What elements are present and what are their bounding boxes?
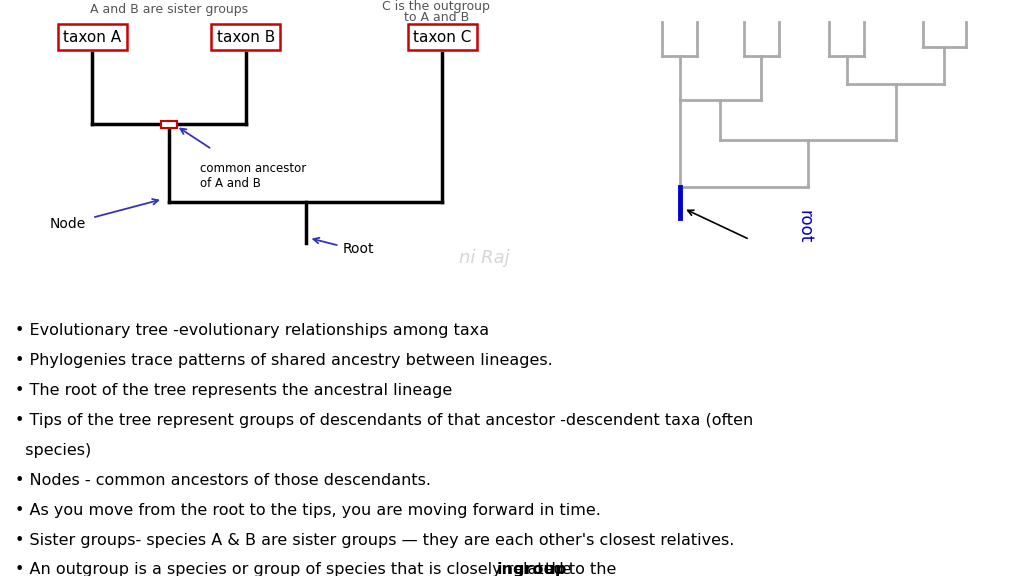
Text: • Nodes - common ancestors of those descendants.: • Nodes - common ancestors of those desc… [15,473,431,488]
Text: • Tips of the tree represent groups of descendants of that ancestor -descendent : • Tips of the tree represent groups of d… [15,413,754,428]
Text: • An outgroup is a species or group of species that is closely related to the: • An outgroup is a species or group of s… [15,563,622,576]
Text: • Sister groups- species A & B are sister groups — they are each other's closest: • Sister groups- species A & B are siste… [15,533,734,548]
Text: root: root [796,210,813,244]
Text: species): species) [15,443,91,458]
Text: to A and B: to A and B [403,10,469,24]
Text: C is the outgroup: C is the outgroup [382,0,490,13]
Text: • As you move from the root to the tips, you are moving forward in time.: • As you move from the root to the tips,… [15,503,601,518]
Text: Node: Node [49,217,85,231]
Text: Root: Root [342,242,374,256]
Text: • Phylogenies trace patterns of shared ancestry between lineages.: • Phylogenies trace patterns of shared a… [15,353,553,368]
Text: • Evolutionary tree -evolutionary relationships among taxa: • Evolutionary tree -evolutionary relati… [15,323,489,338]
Text: ingroup: ingroup [497,563,567,576]
Bar [162,120,176,128]
Text: the: the [540,563,571,576]
Text: taxon C: taxon C [413,30,472,45]
Text: A and B are sister groups: A and B are sister groups [90,3,248,16]
Text: • The root of the tree represents the ancestral lineage: • The root of the tree represents the an… [15,383,453,398]
Text: ni Raj: ni Raj [459,249,510,267]
Text: common ancestor
of A and B: common ancestor of A and B [200,162,306,190]
Text: taxon B: taxon B [217,30,274,45]
Text: taxon A: taxon A [63,30,121,45]
